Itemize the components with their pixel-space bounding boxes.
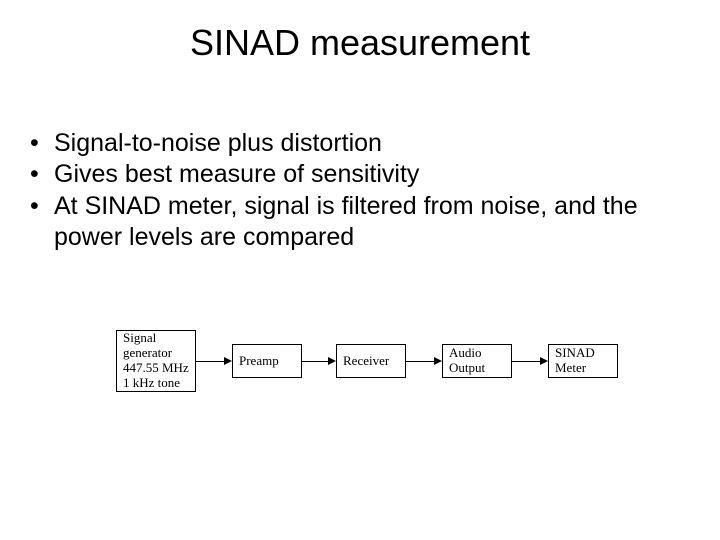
arrow-head-icon [540, 357, 548, 365]
slide: SINAD measurement Signal-to-noise plus d… [0, 0, 720, 540]
bullet-item: At SINAD meter, signal is filtered from … [24, 191, 680, 254]
flow-arrow [406, 361, 434, 362]
arrow-head-icon [328, 357, 336, 365]
flow-node-receiver: Receiver [336, 344, 406, 378]
flow-node-siggen: Signalgenerator447.55 MHz1 kHz tone [116, 330, 196, 392]
arrow-head-icon [434, 357, 442, 365]
flowchart: Signalgenerator447.55 MHz1 kHz tone Pream… [0, 330, 720, 410]
flow-node-audio: AudioOutput [442, 344, 512, 378]
flow-node-sinad: SINADMeter [548, 344, 618, 378]
bullet-item: Signal-to-noise plus distortion [24, 128, 680, 159]
flow-arrow [512, 361, 540, 362]
bullet-item: Gives best measure of sensitivity [24, 159, 680, 190]
flow-node-preamp: Preamp [232, 344, 302, 378]
slide-title: SINAD measurement [0, 22, 720, 64]
flow-arrow [302, 361, 328, 362]
arrow-head-icon [224, 357, 232, 365]
flow-arrow [196, 361, 224, 362]
bullet-list: Signal-to-noise plus distortion Gives be… [24, 128, 680, 253]
